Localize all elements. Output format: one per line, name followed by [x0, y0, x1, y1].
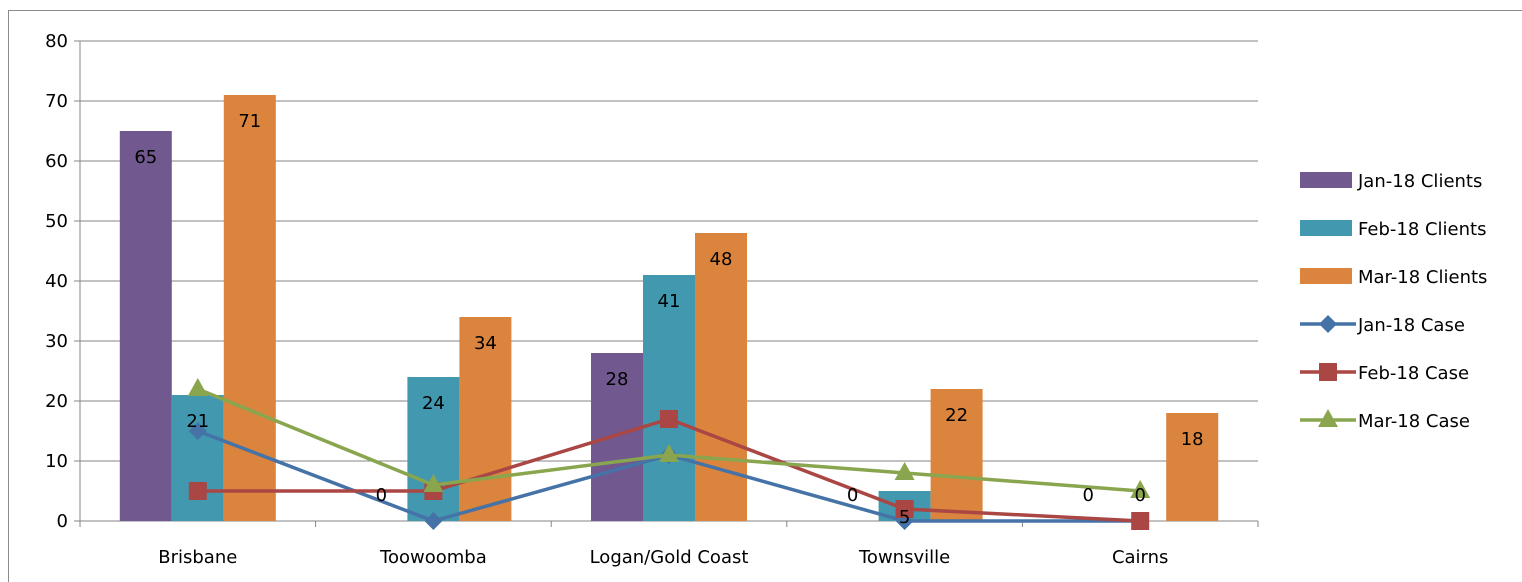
x-tick-label: Logan/Gold Coast: [590, 547, 749, 568]
y-tick-label: 60: [45, 151, 68, 172]
bar-data-label: 28: [606, 369, 629, 390]
bar: [1166, 413, 1219, 521]
legend-label: Feb-18 Case: [1358, 363, 1469, 384]
legend-swatch: [1300, 268, 1352, 284]
bar-data-label: 5: [899, 507, 910, 528]
y-tick-label: 30: [45, 331, 68, 352]
line-marker: [424, 512, 443, 530]
y-tick-label: 50: [45, 211, 68, 232]
line-marker: [187, 378, 208, 396]
bar-data-label: 41: [658, 291, 681, 312]
x-tick-label: Toowoomba: [379, 547, 487, 568]
bar-data-label: 22: [945, 405, 968, 426]
bar-data-label: 71: [238, 111, 261, 132]
legend: Jan-18 Clients Feb-18 Clients Mar-18 Clien…: [1300, 171, 1487, 432]
legend-label: Mar-18 Clients: [1358, 267, 1487, 288]
y-tick-label: 0: [57, 511, 68, 532]
y-tick-label: 80: [45, 31, 68, 52]
bar-data-label: 48: [710, 249, 733, 270]
bar: [695, 233, 747, 521]
line-marker: [660, 410, 678, 428]
bar-data-label: 0: [376, 485, 387, 506]
bar-data-label: 18: [1181, 429, 1204, 450]
bar-data-label: 24: [422, 393, 445, 414]
bar: [643, 275, 695, 521]
line-marker: [895, 500, 914, 518]
legend-label: Jan-18 Case: [1357, 315, 1465, 336]
line-marker: [188, 482, 207, 500]
legend-label: Feb-18 Clients: [1358, 219, 1486, 240]
bar-data-label: 0: [1134, 485, 1145, 506]
legend-swatch: [1300, 220, 1352, 236]
bar: [930, 389, 983, 521]
line-marker: [423, 474, 444, 492]
y-tick-label: 40: [45, 271, 68, 292]
x-tick-label: Townsville: [858, 547, 950, 568]
x-tick-label: Brisbane: [158, 547, 237, 568]
bar: [591, 353, 643, 521]
line-marker: [188, 422, 207, 440]
y-tick-label: 10: [45, 451, 68, 472]
bar-data-label: 34: [474, 333, 497, 354]
line-marker: [1131, 512, 1150, 530]
line-series: [187, 378, 1151, 530]
data-labels: 65 0 28 0 0 21 24 41 5 0 71 34 48 22 18: [134, 111, 1203, 528]
bar-data-label: 0: [847, 485, 858, 506]
line-marker: [894, 462, 915, 480]
line-marker: [1130, 480, 1151, 498]
legend-label: Mar-18 Case: [1358, 411, 1470, 432]
legend-marker: [1319, 315, 1337, 333]
line-marker: [659, 444, 679, 462]
legend-marker: [1318, 409, 1338, 427]
bar: [459, 317, 512, 521]
bar-data-label: 65: [134, 147, 157, 168]
bar-data-label: 21: [186, 411, 209, 432]
legend-label: Jan-18 Clients: [1357, 171, 1482, 192]
legend-marker: [1319, 363, 1337, 381]
x-tick-label: Cairns: [1112, 547, 1168, 568]
y-tick-label: 70: [45, 91, 68, 112]
bar: [119, 131, 172, 521]
legend-swatch: [1300, 172, 1352, 188]
bar-series: [119, 95, 1219, 521]
bar-data-label: 0: [1082, 485, 1093, 506]
y-tick-label: 20: [45, 391, 68, 412]
